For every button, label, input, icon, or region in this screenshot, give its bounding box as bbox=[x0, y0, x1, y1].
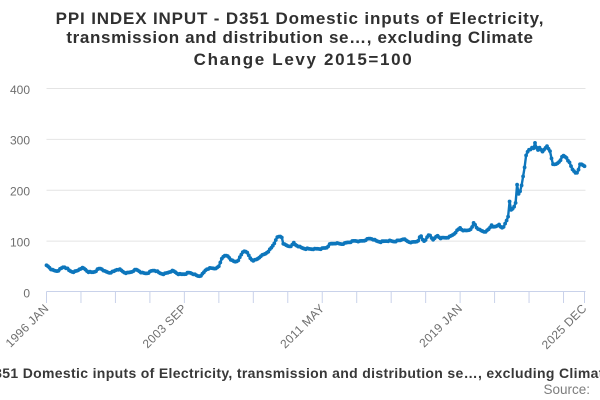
svg-text:2019 JAN: 2019 JAN bbox=[416, 301, 465, 350]
svg-text:1996 JAN: 1996 JAN bbox=[3, 301, 52, 350]
svg-text:200: 200 bbox=[10, 185, 30, 199]
svg-text:100: 100 bbox=[10, 235, 30, 249]
svg-text:0: 0 bbox=[23, 286, 30, 300]
svg-text:400: 400 bbox=[10, 83, 30, 97]
svg-text:2025 DEC: 2025 DEC bbox=[539, 301, 590, 352]
svg-text:300: 300 bbox=[10, 134, 30, 148]
svg-text:2011 MAY: 2011 MAY bbox=[277, 301, 327, 351]
svg-text:2003 SEP: 2003 SEP bbox=[140, 301, 190, 351]
